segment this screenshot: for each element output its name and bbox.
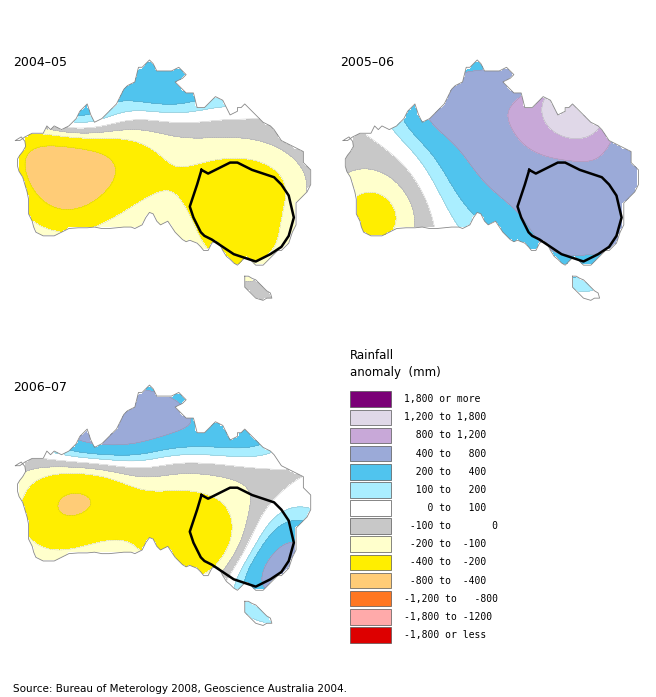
Text: 2004–05: 2004–05 (13, 56, 67, 69)
Bar (350, 591, 391, 606)
Text: 100 to   200: 100 to 200 (403, 485, 486, 495)
Bar (350, 428, 391, 443)
Bar (350, 500, 391, 516)
Bar (350, 609, 391, 625)
Text: -1,200 to   -800: -1,200 to -800 (403, 594, 498, 604)
Text: 1,200 to 1,800: 1,200 to 1,800 (403, 413, 486, 422)
Text: 200 to   400: 200 to 400 (403, 467, 486, 477)
Bar (350, 392, 391, 407)
Text: Source: Bureau of Meterology 2008, Geoscience Australia 2004.: Source: Bureau of Meterology 2008, Geosc… (13, 684, 347, 694)
Text: 800 to 1,200: 800 to 1,200 (403, 431, 486, 441)
Bar (350, 446, 391, 461)
Bar (350, 573, 391, 588)
Text: -200 to  -100: -200 to -100 (403, 539, 486, 549)
Text: 0 to   100: 0 to 100 (403, 503, 486, 513)
Text: 1,800 or more: 1,800 or more (403, 395, 480, 404)
Text: 2005–06: 2005–06 (340, 56, 395, 69)
Text: -800 to  -400: -800 to -400 (403, 576, 486, 585)
Text: Rainfall
anomaly  (mm): Rainfall anomaly (mm) (350, 349, 441, 379)
Bar (350, 482, 391, 498)
Bar (350, 464, 391, 480)
Text: -1,800 or less: -1,800 or less (403, 630, 486, 640)
Text: 400 to   800: 400 to 800 (403, 449, 486, 459)
Bar (350, 519, 391, 534)
Bar (350, 410, 391, 425)
Text: -100 to       0: -100 to 0 (403, 521, 498, 531)
Text: -1,800 to -1200: -1,800 to -1200 (403, 612, 492, 622)
Bar (350, 627, 391, 643)
Text: 2006–07: 2006–07 (13, 381, 67, 394)
Text: -400 to  -200: -400 to -200 (403, 558, 486, 567)
Bar (350, 537, 391, 552)
Bar (350, 555, 391, 570)
